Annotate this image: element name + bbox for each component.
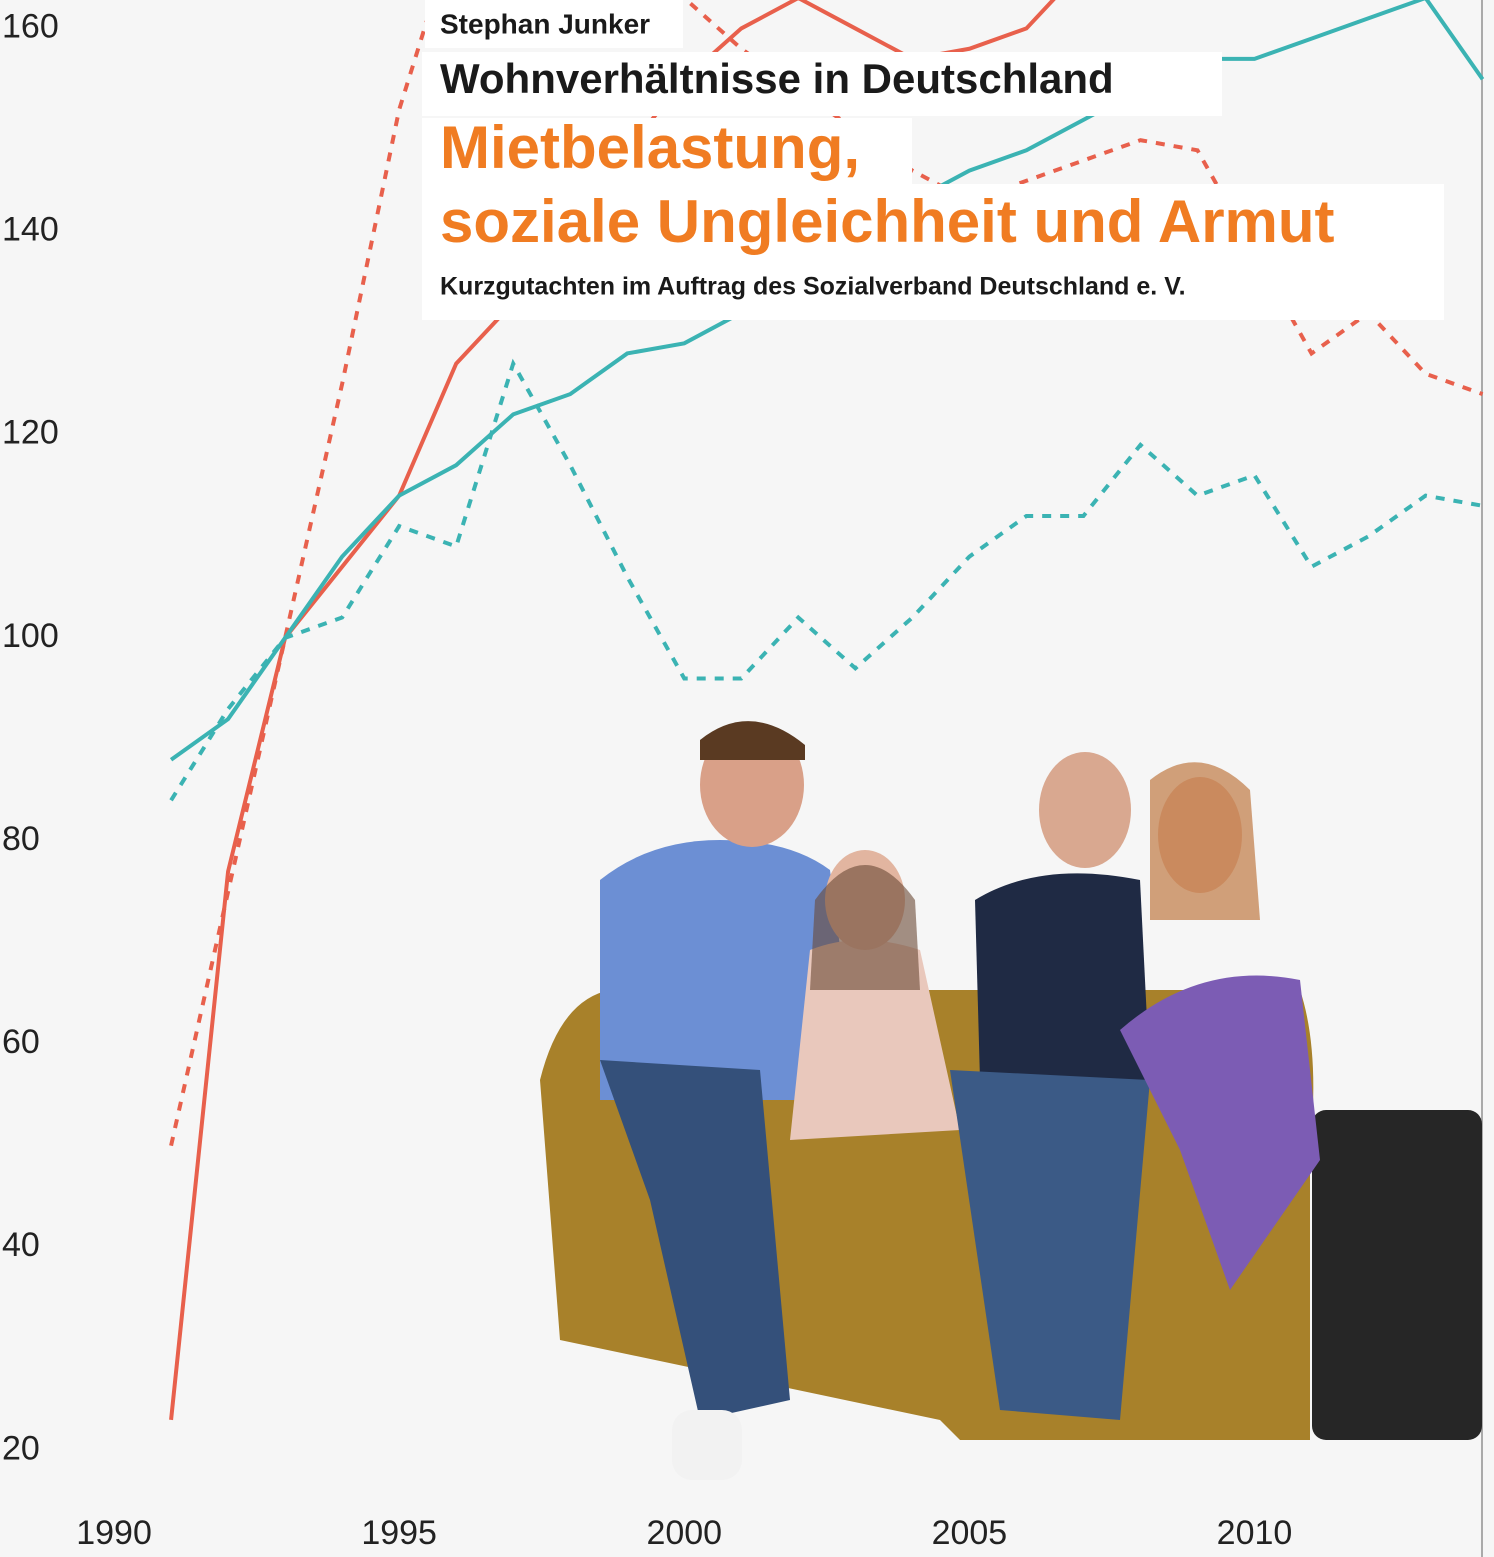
child-hair [1150, 762, 1260, 920]
man-hair [700, 721, 805, 760]
y-tick-label: 20 [2, 1429, 40, 1467]
y-tick-label: 80 [2, 820, 40, 858]
suitcase [1312, 1110, 1482, 1440]
y-tick-label: 160 [2, 7, 59, 45]
woman-face [1039, 752, 1131, 868]
x-tick-label: 2000 [646, 1514, 722, 1552]
headline-box [422, 118, 912, 184]
man-shoe [672, 1410, 742, 1480]
child-jacket [1120, 975, 1320, 1290]
headline-box [422, 184, 1444, 320]
woman-top [975, 873, 1150, 1080]
title-box [422, 52, 1222, 116]
title: Wohnverhältnisse in Deutschland [440, 55, 1114, 102]
y-tick-label: 140 [2, 211, 59, 249]
headline: Mietbelastung, [440, 114, 860, 181]
y-tick-label: 40 [2, 1226, 40, 1264]
x-tick-label: 1990 [76, 1514, 152, 1552]
x-tick-label: 2010 [1217, 1514, 1293, 1552]
author: Stephan Junker [440, 8, 650, 39]
title-block: Stephan Junker Wohnverhältnisse in Deuts… [422, 0, 1444, 320]
girl-hair [810, 865, 920, 990]
author-box [425, 0, 683, 48]
y-tick-label: 60 [2, 1023, 40, 1061]
y-tick-label: 120 [2, 414, 59, 452]
y-tick-label: 100 [2, 617, 59, 655]
series-line [169, 0, 1484, 1147]
woman-jeans [950, 1070, 1150, 1420]
photo [540, 721, 1482, 1480]
headline: soziale Ungleichheit und Armut [440, 188, 1335, 255]
x-tick-label: 1995 [361, 1514, 437, 1552]
man-jeans [600, 1060, 790, 1420]
x-tick-label: 2005 [932, 1514, 1008, 1552]
subtitle: Kurzgutachten im Auftrag des Sozialverba… [440, 273, 1186, 301]
series-line [169, 358, 1483, 802]
man-shirt [600, 840, 860, 1100]
